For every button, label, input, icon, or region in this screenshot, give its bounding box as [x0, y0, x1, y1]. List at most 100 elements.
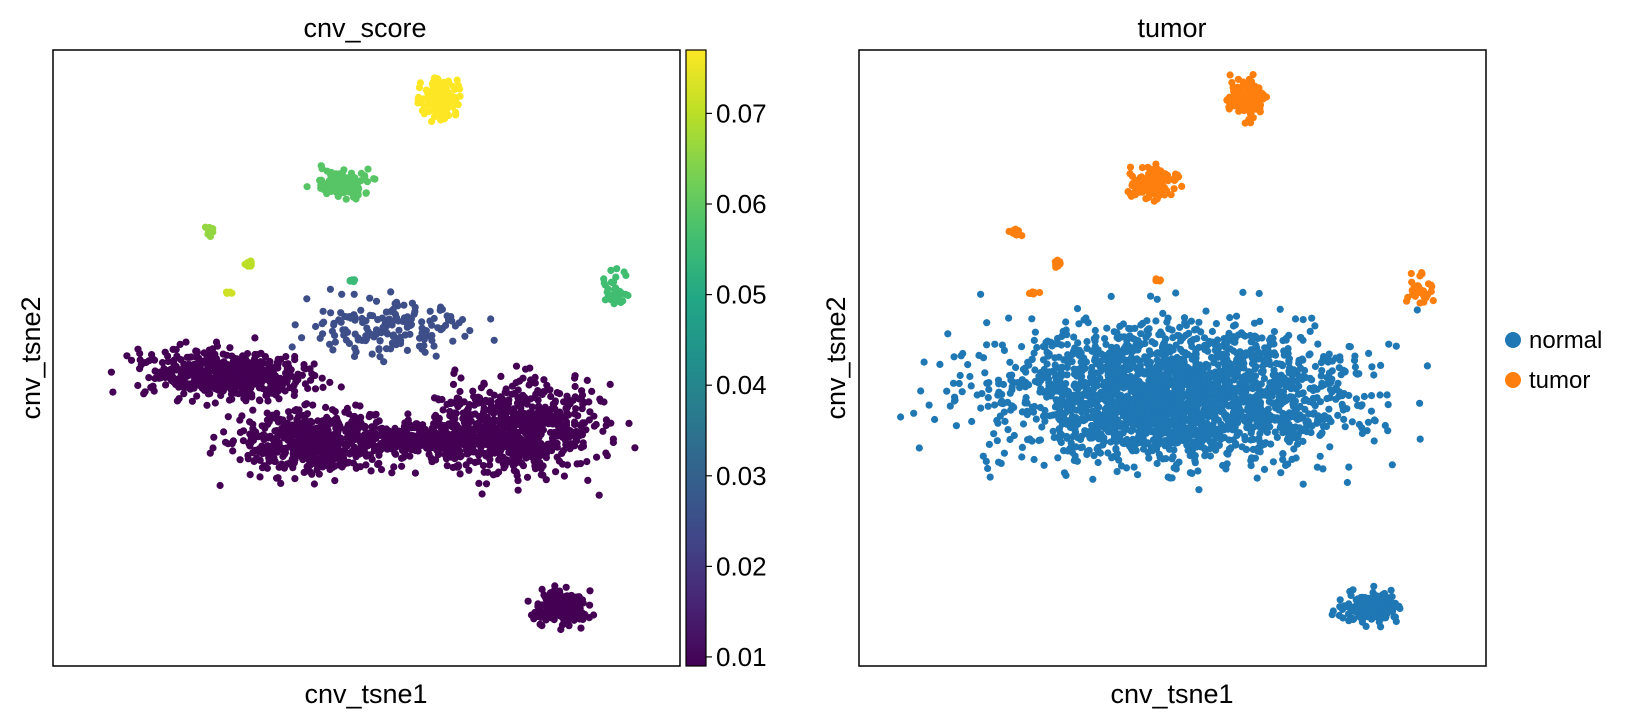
data-point — [474, 438, 482, 446]
data-point — [493, 405, 501, 413]
data-point — [361, 449, 369, 457]
data-point — [1201, 452, 1209, 460]
data-point — [977, 290, 985, 298]
data-point — [1070, 391, 1078, 399]
data-point — [1343, 405, 1351, 413]
colorbar-gradient — [686, 50, 706, 666]
data-point — [537, 451, 545, 459]
data-point — [1030, 455, 1038, 464]
data-point — [1345, 463, 1353, 471]
data-point — [1045, 379, 1053, 387]
data-point — [1290, 445, 1298, 453]
data-point — [602, 449, 610, 457]
data-point — [540, 388, 548, 396]
data-point — [1043, 369, 1051, 378]
data-point — [571, 393, 579, 401]
data-point — [338, 290, 346, 298]
data-point — [1284, 345, 1292, 353]
data-point — [474, 457, 483, 465]
data-point — [432, 352, 440, 360]
data-point — [1285, 420, 1293, 428]
y-axis-label: cnv_tsne2 — [16, 296, 46, 419]
data-point — [1104, 409, 1113, 417]
data-point — [218, 360, 226, 368]
data-point — [606, 294, 614, 302]
data-point — [158, 359, 167, 367]
data-point — [1326, 378, 1334, 386]
data-point — [460, 419, 468, 427]
data-point — [401, 425, 409, 433]
data-point — [209, 444, 217, 452]
data-point — [343, 313, 352, 321]
data-point — [522, 410, 530, 418]
data-point — [283, 378, 291, 386]
data-point — [156, 368, 164, 376]
data-point — [564, 395, 572, 403]
data-point — [217, 382, 225, 390]
data-point — [585, 614, 593, 622]
data-point — [1370, 437, 1378, 445]
data-point — [415, 84, 423, 92]
data-point — [385, 441, 393, 449]
data-point — [553, 607, 561, 616]
data-point — [317, 181, 325, 189]
data-point — [527, 395, 535, 403]
data-point — [200, 374, 208, 382]
colorbar-tick-label: 0.01 — [716, 642, 767, 672]
data-point — [1416, 399, 1424, 407]
data-point — [534, 387, 542, 395]
data-point — [327, 309, 335, 317]
data-point — [1283, 395, 1292, 403]
data-point — [1110, 429, 1118, 437]
data-point — [991, 401, 999, 409]
data-point — [523, 400, 531, 408]
data-point — [403, 346, 411, 354]
data-point — [552, 431, 560, 439]
data-point — [550, 402, 558, 411]
data-point — [380, 434, 389, 442]
data-point — [279, 452, 287, 461]
data-point — [502, 442, 510, 450]
data-point — [1143, 353, 1151, 362]
data-point — [449, 380, 458, 388]
data-point — [556, 390, 564, 398]
data-point — [318, 320, 326, 328]
data-point — [502, 385, 510, 393]
data-point — [290, 428, 298, 436]
data-point — [313, 439, 321, 448]
data-point — [1306, 350, 1314, 358]
data-point — [578, 405, 586, 413]
data-point — [931, 415, 939, 424]
data-point — [571, 382, 579, 391]
data-point — [1271, 416, 1279, 424]
data-point — [335, 316, 343, 324]
data-point — [310, 456, 318, 464]
panel-cnv-score: cnv_score cnv_tsne1 cnv_tsne2 — [16, 13, 681, 709]
data-point — [303, 183, 311, 191]
data-point — [328, 406, 337, 414]
data-point — [256, 456, 264, 464]
data-point — [295, 412, 303, 420]
data-point — [527, 611, 536, 619]
data-point — [1294, 390, 1303, 398]
data-point — [596, 395, 604, 403]
data-point — [388, 469, 396, 477]
data-point — [177, 356, 185, 364]
data-point — [275, 463, 283, 471]
data-point — [247, 258, 255, 266]
data-point — [469, 448, 477, 456]
data-point — [952, 422, 961, 430]
data-point — [452, 432, 460, 440]
data-point — [376, 337, 384, 345]
data-point — [1250, 423, 1258, 431]
data-point — [983, 319, 991, 327]
data-point — [415, 342, 424, 350]
data-point — [271, 384, 279, 392]
data-point — [631, 444, 639, 452]
data-point — [525, 381, 533, 389]
data-point — [617, 289, 626, 297]
data-point — [334, 192, 342, 200]
data-point — [508, 449, 516, 457]
data-point — [453, 421, 461, 429]
data-point — [1000, 449, 1009, 457]
